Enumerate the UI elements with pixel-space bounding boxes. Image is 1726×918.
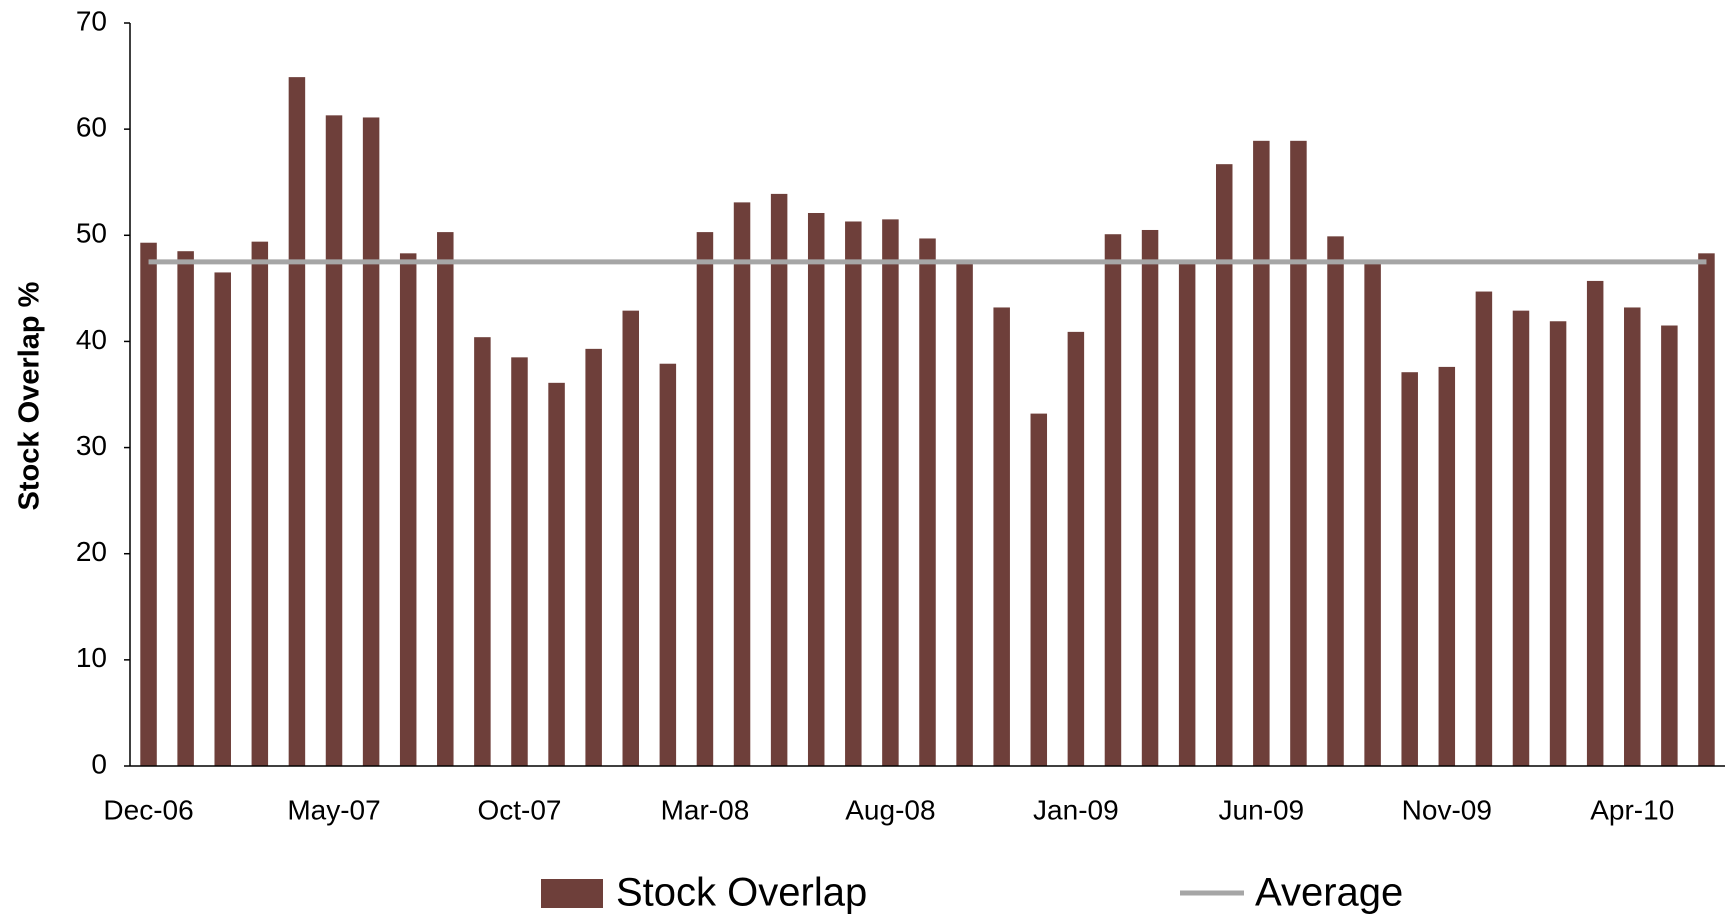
bar bbox=[585, 348, 602, 766]
y-tick-label: 20 bbox=[76, 536, 107, 567]
bar bbox=[251, 241, 269, 766]
bar bbox=[733, 202, 751, 767]
y-tick-label: 50 bbox=[76, 218, 107, 249]
legend-swatch bbox=[541, 879, 603, 908]
bar bbox=[1104, 234, 1122, 766]
bar bbox=[1364, 260, 1381, 766]
bar bbox=[325, 115, 343, 766]
bar bbox=[770, 193, 788, 766]
bar bbox=[399, 253, 417, 766]
bar bbox=[214, 272, 231, 766]
bar bbox=[882, 219, 899, 767]
bar bbox=[288, 77, 306, 766]
bar bbox=[993, 307, 1010, 766]
bar bbox=[1475, 291, 1493, 766]
bar bbox=[1030, 413, 1048, 766]
x-tick-label: Mar-08 bbox=[661, 794, 750, 825]
bar bbox=[177, 251, 194, 766]
x-tick-label: Aug-08 bbox=[845, 794, 935, 825]
x-tick-label: Jan-09 bbox=[1033, 794, 1119, 825]
x-tick-label: Oct-07 bbox=[477, 794, 561, 825]
bar bbox=[1401, 372, 1418, 766]
bar bbox=[362, 117, 380, 766]
bar bbox=[1215, 164, 1233, 767]
bar bbox=[548, 382, 565, 766]
y-tick-label: 0 bbox=[91, 748, 107, 779]
bar bbox=[622, 310, 640, 766]
bar bbox=[1141, 229, 1159, 766]
y-tick-label: 30 bbox=[76, 430, 107, 461]
bar bbox=[1178, 259, 1196, 766]
bar bbox=[1327, 236, 1344, 766]
legend-label: Stock Overlap bbox=[616, 871, 867, 915]
bar bbox=[1586, 280, 1604, 766]
x-tick-label: Dec-06 bbox=[103, 794, 193, 825]
y-axis-label: Stock Overlap % bbox=[14, 281, 46, 510]
x-tick-label: May-07 bbox=[287, 794, 380, 825]
y-tick-label: 70 bbox=[76, 5, 107, 36]
bar bbox=[1698, 253, 1715, 766]
x-tick-label: Nov-09 bbox=[1402, 794, 1492, 825]
bar bbox=[1438, 366, 1456, 766]
x-tick-label: Jun-09 bbox=[1219, 794, 1305, 825]
bar bbox=[807, 212, 825, 766]
bar bbox=[140, 242, 157, 767]
bar bbox=[511, 357, 528, 766]
bar bbox=[956, 260, 973, 766]
bar bbox=[845, 221, 862, 767]
bar bbox=[1253, 140, 1270, 766]
bar bbox=[437, 232, 454, 766]
x-tick-label: Apr-10 bbox=[1590, 794, 1674, 825]
bar bbox=[474, 337, 491, 766]
bar bbox=[1290, 140, 1307, 766]
bar bbox=[1549, 321, 1567, 766]
bar bbox=[696, 232, 714, 766]
y-tick-label: 60 bbox=[76, 112, 107, 143]
y-tick-label: 40 bbox=[76, 324, 107, 355]
bar bbox=[919, 238, 936, 767]
bar bbox=[659, 363, 677, 766]
legend-label: Average bbox=[1255, 871, 1403, 915]
bar bbox=[1624, 307, 1641, 766]
bar bbox=[1512, 310, 1530, 766]
bar bbox=[1661, 325, 1678, 766]
y-tick-label: 10 bbox=[76, 642, 107, 673]
bar bbox=[1067, 331, 1085, 766]
